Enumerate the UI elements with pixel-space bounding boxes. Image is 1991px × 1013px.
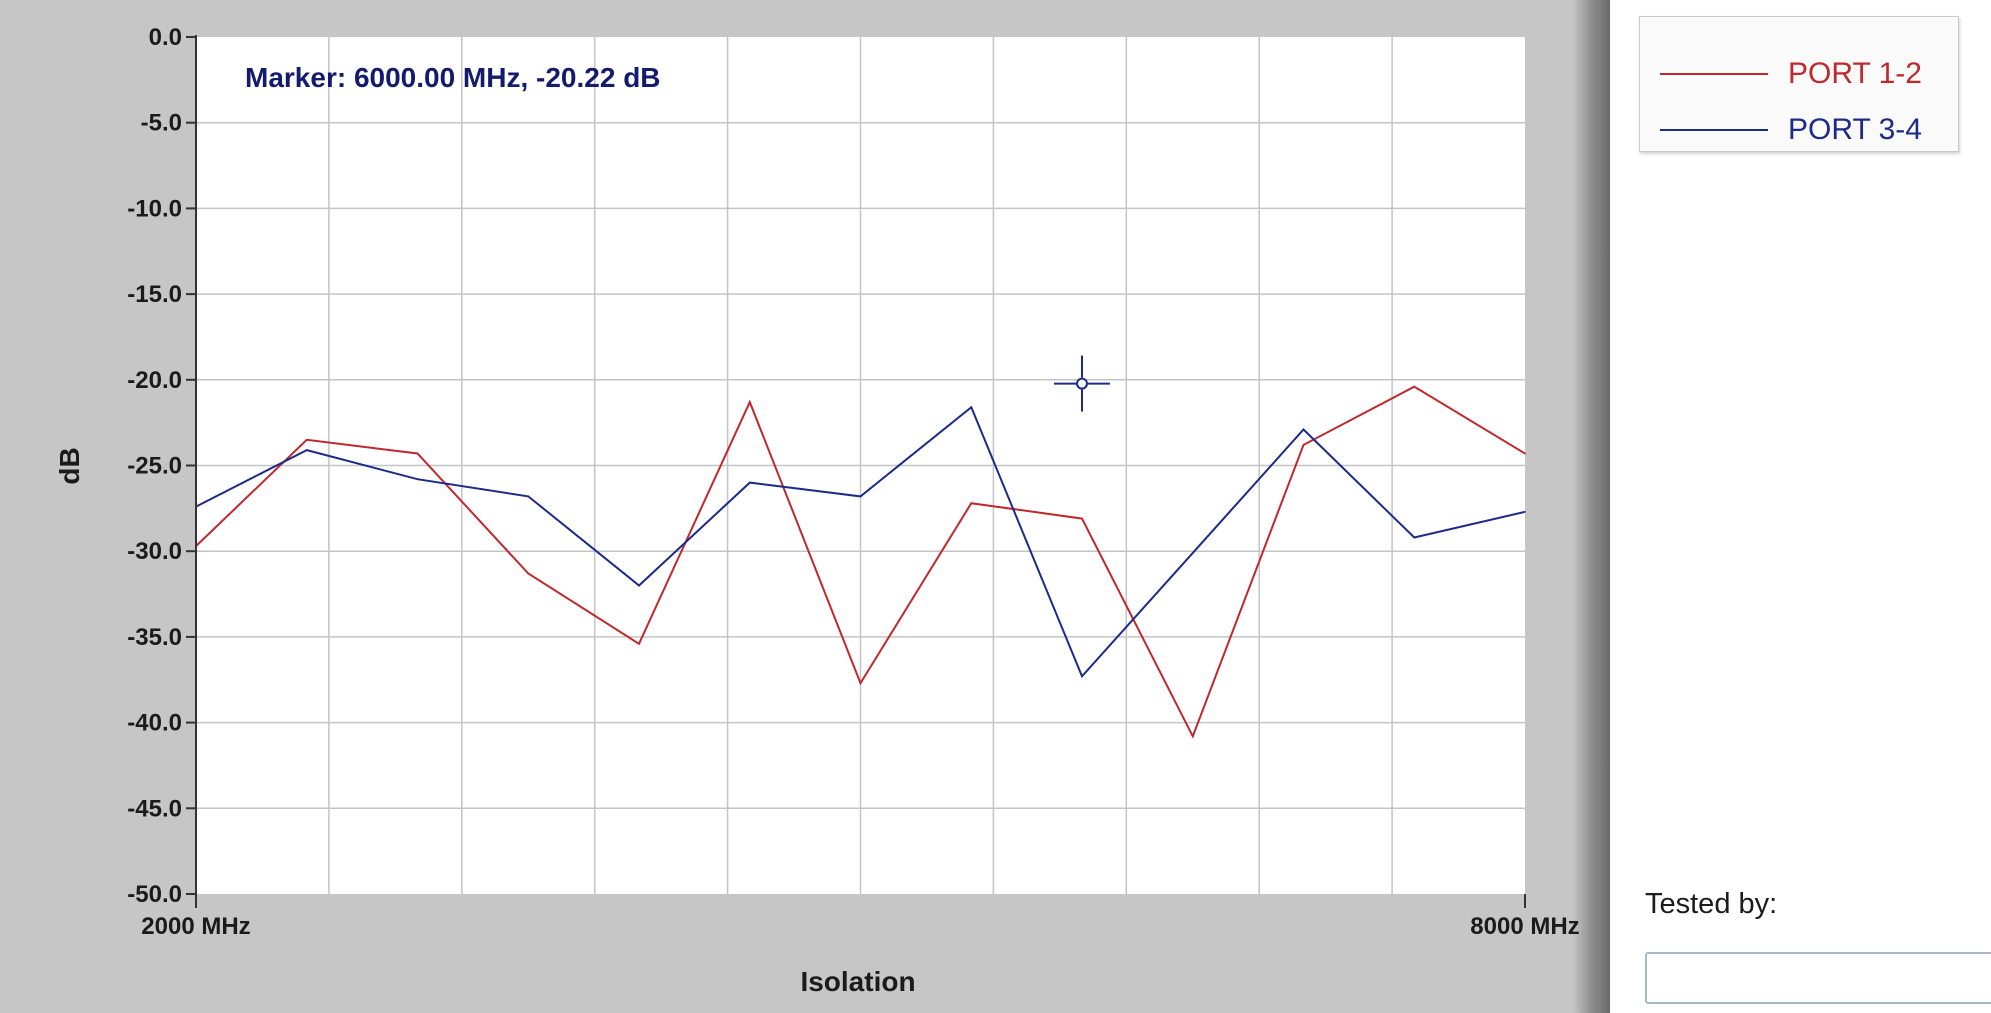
marker-layer: [1054, 355, 1110, 412]
data-point: [748, 481, 751, 484]
y-tick-label: -15.0: [127, 281, 182, 308]
data-point: [638, 584, 640, 587]
x-axis-title: Isolation: [800, 966, 915, 997]
y-tick-label: -40.0: [127, 710, 182, 737]
data-point: [1524, 452, 1526, 455]
axis-layer: 0.0 -5.0 -10.0 -15.0 -20.0 -25.0 -30.0 -35.0 -40…: [127, 24, 1579, 940]
legend-item-port-3-4[interactable]: PORT 3-4: [1660, 110, 1950, 150]
y-tick-label: -35.0: [127, 624, 182, 651]
data-point: [527, 572, 530, 575]
plot-legend: PORT 1-2 PORT 3-4: [1639, 16, 1959, 152]
legend-item-port-1-2[interactable]: PORT 1-2: [1660, 54, 1950, 94]
legend-label-port-1-2: PORT 1-2: [1788, 57, 1922, 90]
legend-label-port-3-4: PORT 3-4: [1788, 113, 1922, 146]
legend-swatch-port-1-2: [1660, 73, 1768, 75]
data-point: [1191, 552, 1194, 554]
y-tick-label: -50.0: [127, 881, 182, 908]
data-point: [859, 495, 862, 498]
data-point: [859, 682, 862, 684]
x-tick-label: 2000 MHz: [141, 913, 250, 940]
y-tick-label: -10.0: [127, 195, 182, 222]
data-point: [1413, 536, 1416, 539]
marker-readout: Marker: 6000.00 MHz, -20.22 dB: [245, 62, 661, 93]
panel-separator: [1572, 0, 1610, 1013]
data-point: [1081, 675, 1083, 678]
marker-cursor[interactable]: [1076, 377, 1088, 390]
data-point: [1524, 510, 1526, 513]
legend-swatch-port-3-4: [1660, 129, 1768, 131]
grid-lines: [196, 37, 1525, 894]
x-tick-label: 8000 MHz: [1470, 913, 1579, 940]
data-point: [638, 642, 640, 645]
graph-panel: 0.0 -5.0 -10.0 -15.0 -20.0 -25.0 -30.0 -35.0 -40…: [0, 0, 1610, 1013]
data-point: [970, 406, 973, 409]
data-point: [1413, 385, 1416, 388]
series-layer: [195, 385, 1526, 739]
data-point: [416, 478, 419, 481]
data-point: [1081, 517, 1083, 520]
y-tick-label: -5.0: [141, 110, 182, 137]
y-tick-label: -25.0: [127, 453, 182, 480]
y-tick-label: -30.0: [127, 538, 182, 565]
tested-by-input[interactable]: [1645, 952, 1991, 1004]
y-axis-title: dB: [54, 447, 85, 484]
data-point: [305, 449, 308, 451]
y-tick-label: -20.0: [127, 367, 182, 394]
y-tick-label: -45.0: [127, 795, 182, 822]
data-point: [1302, 444, 1305, 446]
data-point: [527, 495, 530, 498]
isolation-chart: 0.0 -5.0 -10.0 -15.0 -20.0 -25.0 -30.0 -35.0 -40…: [0, 0, 1610, 1013]
data-point: [970, 502, 973, 505]
data-point: [305, 438, 308, 441]
data-point: [748, 401, 751, 403]
data-point: [1191, 735, 1194, 738]
data-point: [416, 452, 419, 455]
data-point: [1302, 428, 1305, 431]
tested-by-label: Tested by:: [1645, 888, 1778, 920]
y-tick-label: 0.0: [149, 24, 182, 51]
